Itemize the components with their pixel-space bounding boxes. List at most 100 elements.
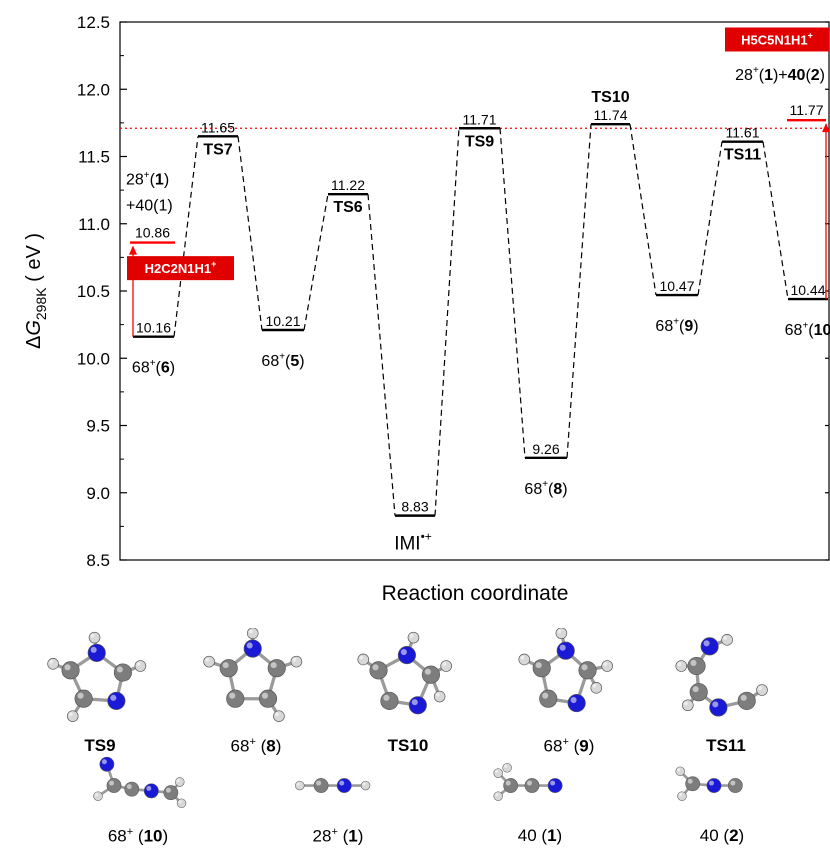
atom-h bbox=[93, 791, 103, 801]
atom-h bbox=[175, 777, 185, 787]
atom-highlight bbox=[339, 780, 345, 786]
atom-h bbox=[246, 628, 259, 640]
level-label-ts10: TS10 bbox=[591, 89, 629, 106]
atom-h bbox=[134, 660, 147, 672]
atom-highlight bbox=[495, 793, 499, 797]
atom-h bbox=[675, 660, 688, 672]
molecule-ts10 bbox=[357, 631, 452, 715]
atom-n bbox=[99, 756, 115, 772]
atom-n bbox=[408, 696, 427, 715]
atom-c bbox=[503, 778, 519, 793]
molecule-ts11 bbox=[675, 634, 768, 717]
level-label-ts9: TS9 bbox=[465, 133, 494, 150]
structure-label-ts11: TS11 bbox=[706, 736, 746, 755]
atom-c bbox=[524, 778, 540, 793]
connector-imi bbox=[434, 128, 460, 516]
y-tick-label: 10.0 bbox=[77, 349, 110, 368]
value-label-i5: 10.21 bbox=[265, 313, 300, 329]
atom-highlight bbox=[136, 662, 141, 666]
atom-highlight bbox=[68, 712, 73, 717]
atom-highlight bbox=[505, 780, 511, 786]
atom-highlight bbox=[592, 684, 597, 688]
atom-highlight bbox=[520, 655, 525, 660]
level-label-i9: 68+(9) bbox=[655, 316, 698, 335]
atom-highlight bbox=[603, 662, 608, 666]
atom-h bbox=[273, 710, 285, 722]
atom-n bbox=[143, 783, 159, 799]
atom-h bbox=[47, 658, 59, 670]
atom-highlight bbox=[248, 629, 253, 634]
atom-highlight bbox=[550, 780, 556, 786]
y-tick-label: 11.5 bbox=[78, 148, 110, 167]
atom-highlight bbox=[424, 668, 431, 675]
atom-c bbox=[106, 778, 122, 793]
atom-h bbox=[88, 631, 101, 644]
atom-highlight bbox=[723, 636, 728, 640]
atom-highlight bbox=[740, 694, 747, 701]
atom-highlight bbox=[77, 692, 84, 699]
value-label-ts11: 11.61 bbox=[726, 125, 760, 141]
atom-highlight bbox=[205, 657, 210, 662]
atom-highlight bbox=[110, 694, 117, 701]
atom-c bbox=[113, 663, 132, 682]
value-label-i8: 9.26 bbox=[532, 441, 559, 457]
value-label-i10: 10.44 bbox=[790, 282, 825, 298]
atom-highlight bbox=[712, 701, 719, 708]
atom-h bbox=[601, 660, 613, 672]
atom-highlight bbox=[146, 785, 152, 791]
atom-highlight bbox=[435, 692, 440, 697]
atom-n bbox=[107, 691, 126, 710]
value-label-ts9: 11.71 bbox=[463, 111, 497, 127]
level-label-i5: 68+(5) bbox=[261, 351, 304, 370]
atom-highlight bbox=[690, 659, 697, 666]
atom-highlight bbox=[535, 662, 542, 669]
products-label: 28+(1)+40(2) bbox=[735, 65, 825, 84]
atom-highlight bbox=[758, 686, 762, 690]
atom-h bbox=[555, 628, 568, 640]
connector-ts7 bbox=[237, 136, 263, 331]
atom-highlight bbox=[116, 666, 123, 673]
atom-highlight bbox=[362, 782, 366, 786]
atom-c bbox=[578, 661, 597, 680]
atom-highlight bbox=[411, 699, 418, 706]
atom-highlight bbox=[442, 662, 447, 666]
atom-n bbox=[709, 698, 728, 717]
atom-h bbox=[290, 655, 303, 668]
atom-h bbox=[518, 653, 531, 666]
value-label-ts10: 11.74 bbox=[594, 107, 628, 123]
y-tick-label: 12.5 bbox=[77, 13, 110, 32]
atom-h bbox=[360, 780, 371, 791]
atom-highlight bbox=[557, 629, 562, 634]
atom-c bbox=[380, 691, 399, 710]
tag-box bbox=[725, 27, 829, 52]
atom-highlight bbox=[383, 694, 390, 701]
atom-highlight bbox=[542, 692, 549, 699]
atom-highlight bbox=[94, 793, 98, 797]
atom-highlight bbox=[126, 784, 132, 790]
y-tick-label: 8.5 bbox=[86, 551, 110, 570]
atom-highlight bbox=[703, 640, 710, 647]
atom-highlight bbox=[176, 778, 180, 782]
atom-highlight bbox=[678, 793, 682, 797]
arrow-head bbox=[822, 123, 830, 133]
level-label-i6: 68+(6) bbox=[132, 358, 175, 377]
x-axis-label: Reaction coordinate bbox=[382, 582, 569, 600]
connector-i6 bbox=[173, 136, 199, 337]
atom-highlight bbox=[359, 655, 364, 660]
atom-c bbox=[226, 689, 245, 708]
atom-h bbox=[493, 791, 503, 801]
atom-c bbox=[727, 778, 743, 793]
atom-h bbox=[682, 699, 694, 712]
atom-highlight bbox=[730, 780, 736, 786]
structure-label-i10: 68+ (10) bbox=[107, 826, 169, 846]
atom-highlight bbox=[684, 701, 688, 706]
atom-h bbox=[677, 791, 687, 801]
atom-c bbox=[685, 776, 701, 792]
atom-highlight bbox=[90, 646, 97, 653]
atom-highlight bbox=[229, 692, 236, 699]
y-axis-label: ΔG298K ( eV ) bbox=[23, 233, 49, 349]
structure-label-i9: 68+ (9) bbox=[543, 736, 595, 756]
tag-label: H2C2N1H1+ bbox=[145, 259, 217, 276]
atom-highlight bbox=[101, 759, 107, 765]
atom-h bbox=[357, 653, 370, 666]
